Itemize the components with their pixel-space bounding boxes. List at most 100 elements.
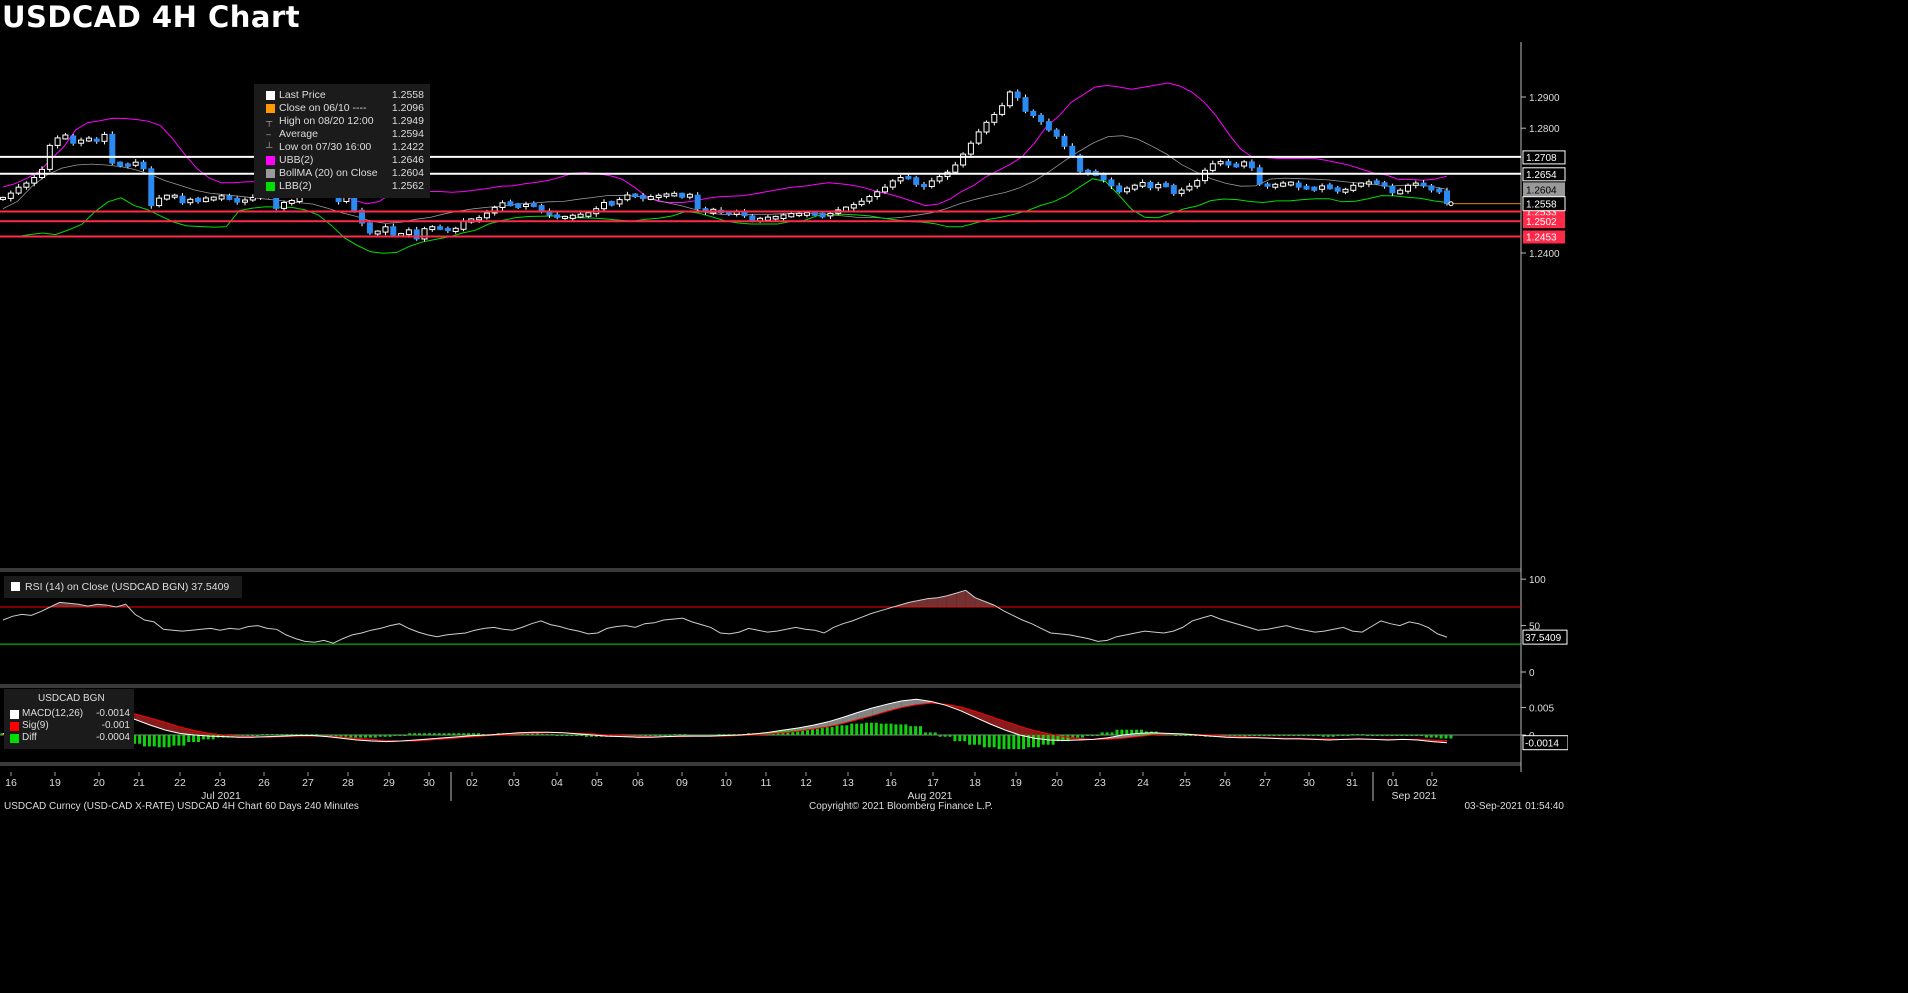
candle	[679, 192, 686, 199]
candle	[366, 219, 373, 235]
candle	[1038, 112, 1045, 125]
macd-histogram-bar	[206, 735, 210, 740]
candle	[1045, 118, 1052, 132]
macd-histogram-bar	[1439, 735, 1443, 739]
macd-legend-swatch	[10, 722, 19, 731]
x-day-label: 31	[1346, 777, 1358, 789]
candle	[866, 194, 873, 204]
x-day-label: 18	[969, 777, 981, 789]
macd-histogram-bar	[1027, 735, 1031, 748]
macd-histogram-bar	[457, 733, 461, 735]
bollinger-line-middle	[2, 135, 1448, 224]
macd-histogram-bar	[722, 734, 726, 736]
macd-histogram-bar	[418, 733, 421, 735]
candle	[1202, 167, 1208, 184]
candle	[1319, 183, 1326, 193]
macd-histogram-bar	[1326, 735, 1330, 737]
rsi-panel: 100 50 0 37.5409	[0, 575, 1568, 679]
price-legend: Last Price 1.2558 Close on 06/10 ---- 1.209…	[254, 84, 430, 198]
candle	[671, 191, 678, 197]
macd-histogram-bar	[246, 735, 250, 736]
macd-histogram-bar	[874, 722, 878, 735]
macd-histogram-bar	[1292, 735, 1296, 736]
macd-legend-label: Sig(9)	[22, 720, 49, 731]
legend-label: High on 08/20 12:00	[279, 115, 374, 127]
footer-timestamp: 03-Sep-2021 01:54:40	[1464, 801, 1564, 812]
candle	[546, 208, 553, 219]
candle	[1053, 128, 1060, 139]
candle	[577, 212, 584, 219]
macd-histogram-bar	[811, 728, 814, 735]
macd-histogram-bar	[806, 728, 809, 735]
macd-histogram-bar	[756, 733, 760, 735]
macd-histogram-bar	[796, 729, 800, 735]
candle	[163, 194, 170, 201]
candle	[624, 191, 631, 202]
candle	[1334, 185, 1341, 194]
x-month-label: Jul 2021	[201, 790, 241, 802]
macd-histogram-bar	[334, 735, 338, 737]
macd-histogram-bar	[948, 735, 952, 737]
svg-text:1.2654: 1.2654	[1526, 170, 1557, 181]
macd-histogram-bar	[678, 734, 682, 736]
rsi-value-tag: 37.5409	[1525, 633, 1562, 644]
macd-histogram-bar	[467, 733, 471, 735]
candle	[1092, 169, 1099, 177]
macd-legend-swatch	[10, 710, 19, 719]
macd-histogram-bar	[290, 734, 294, 736]
candle	[109, 131, 116, 165]
x-day-label: 16	[885, 777, 897, 789]
macd-histogram-bar	[1071, 735, 1075, 738]
candle	[647, 194, 654, 201]
level-tag: 1.2654	[1522, 167, 1566, 182]
macd-histogram-bar	[1341, 735, 1345, 736]
candle	[1209, 160, 1216, 173]
macd-histogram-bar	[364, 735, 367, 738]
candle	[952, 161, 959, 175]
macd-histogram-bar	[1262, 735, 1266, 736]
macd-histogram-bar	[673, 734, 677, 736]
candle	[1412, 180, 1419, 189]
macd-histogram-bar	[968, 735, 972, 745]
panel-separator-rsi[interactable]	[0, 568, 1521, 572]
panel-separator-macd[interactable]	[0, 684, 1521, 688]
y-tick-label: 1.2900	[1529, 93, 1560, 104]
x-day-label: 19	[49, 777, 61, 789]
macd-histogram-bar	[1370, 735, 1374, 736]
candle	[1022, 94, 1029, 114]
legend-value: 1.2594	[391, 128, 424, 140]
macd-histogram-bar	[0, 733, 4, 735]
macd-histogram-bar	[437, 733, 441, 735]
price-tag: 1.2604	[1523, 182, 1565, 197]
candle	[288, 199, 295, 206]
bollinger-bands	[2, 82, 1448, 254]
icon-low: ┴	[266, 142, 273, 152]
legend-value: 1.2096	[391, 102, 424, 114]
x-day-label: 30	[1303, 777, 1315, 789]
macd-histogram-bar	[1415, 735, 1419, 736]
macd-histogram-bar	[442, 733, 446, 735]
x-day-label: 02	[1426, 777, 1438, 789]
macd-histogram-bar	[1041, 735, 1045, 745]
candle	[1163, 181, 1169, 188]
candle	[1233, 161, 1240, 168]
svg-text:1.2604: 1.2604	[1526, 185, 1557, 196]
candle	[15, 184, 22, 195]
legend-swatch	[266, 91, 275, 100]
panel-separator-axis[interactable]	[0, 762, 1521, 766]
candle	[913, 175, 920, 187]
macd-histogram-bar	[835, 725, 839, 735]
candle	[1069, 143, 1076, 158]
macd-histogram-bar	[644, 735, 647, 736]
macd-histogram-bar	[447, 733, 451, 735]
candle	[936, 174, 943, 184]
macd-histogram-bar	[1277, 735, 1281, 736]
candle	[1124, 186, 1130, 195]
candle	[530, 201, 537, 208]
x-day-label: 23	[1094, 777, 1106, 789]
macd-histogram-bar	[1302, 735, 1306, 736]
candle	[882, 184, 888, 194]
macd-histogram-bar	[1095, 735, 1099, 736]
macd-histogram-bar	[157, 735, 161, 748]
macd-histogram-bar	[192, 735, 196, 742]
